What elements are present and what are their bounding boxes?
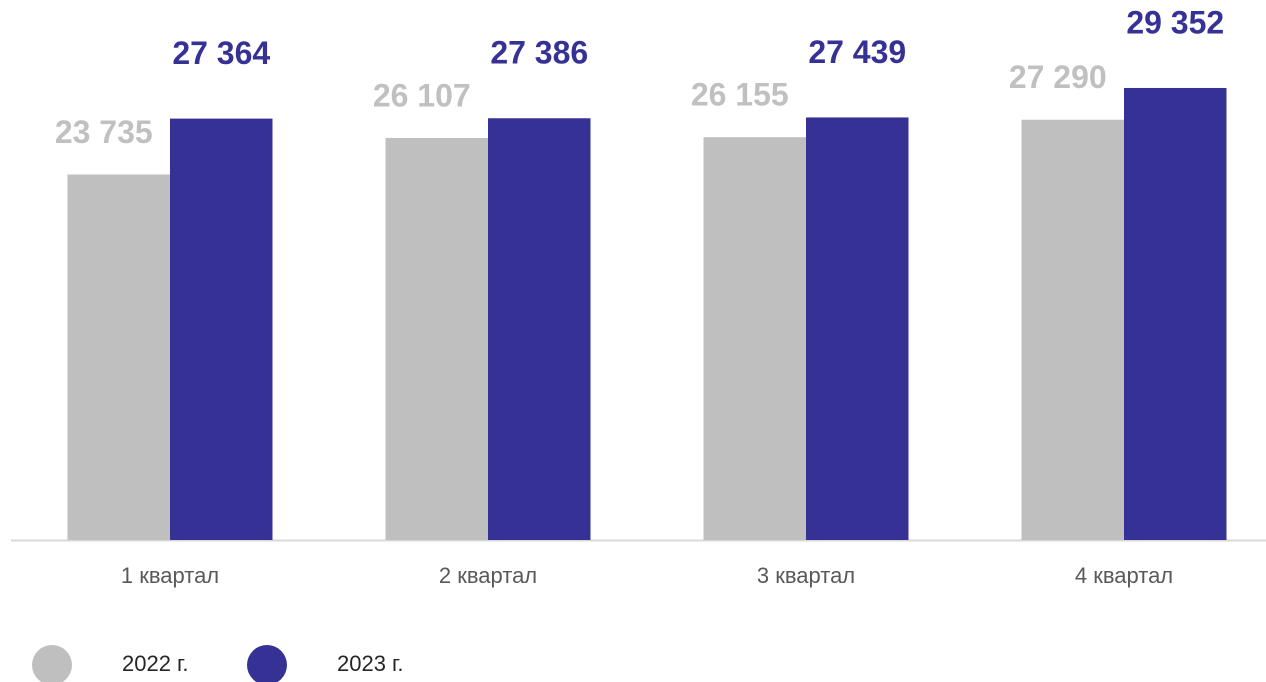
bar	[1021, 119, 1124, 540]
bar	[488, 118, 591, 540]
value-label: 27 386	[490, 35, 588, 71]
legend-swatch	[32, 645, 72, 682]
bar	[385, 137, 488, 540]
value-label: 27 439	[808, 34, 906, 70]
x-tick-label: 1 квартал	[121, 563, 219, 588]
value-label: 29 352	[1126, 4, 1224, 40]
bar	[806, 117, 909, 541]
bar	[1124, 87, 1227, 541]
value-label: 26 155	[691, 77, 789, 113]
x-tick-label: 3 квартал	[757, 563, 855, 588]
x-tick-label: 2 квартал	[439, 563, 537, 588]
legend-label: 2023 г.	[337, 651, 404, 676]
bar	[703, 137, 806, 540]
bar	[67, 174, 170, 540]
value-label: 23 735	[55, 114, 153, 150]
value-label: 27 364	[172, 35, 270, 71]
bar	[170, 118, 273, 541]
value-label: 26 107	[373, 77, 471, 113]
x-tick-label: 4 квартал	[1075, 563, 1173, 588]
legend-swatch	[247, 645, 287, 682]
legend-label: 2022 г.	[122, 651, 189, 676]
value-label: 27 290	[1009, 59, 1107, 95]
